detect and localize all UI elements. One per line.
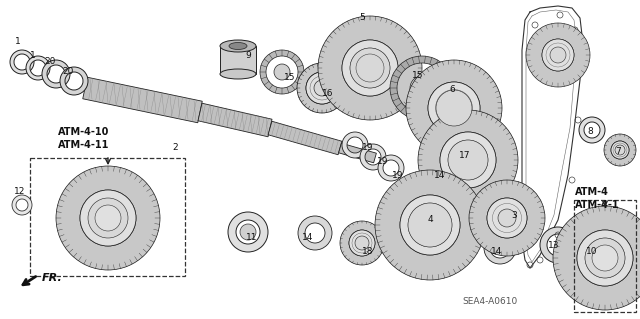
Ellipse shape [220, 40, 256, 52]
Bar [220, 46, 256, 74]
Text: 5: 5 [359, 13, 365, 23]
Text: ATM-4-11: ATM-4-11 [58, 140, 109, 150]
Circle shape [577, 230, 633, 286]
FancyBboxPatch shape [198, 103, 272, 137]
Text: 7: 7 [615, 147, 621, 157]
Text: ATM-4: ATM-4 [575, 187, 609, 197]
Text: 17: 17 [460, 151, 471, 160]
Text: 14: 14 [302, 234, 314, 242]
Circle shape [487, 198, 527, 238]
Circle shape [542, 39, 574, 71]
Text: 12: 12 [14, 188, 26, 197]
Circle shape [615, 145, 625, 155]
Circle shape [306, 72, 338, 104]
Text: 6: 6 [449, 85, 455, 94]
Text: 11: 11 [246, 234, 258, 242]
Text: 2: 2 [172, 144, 178, 152]
Text: 15: 15 [284, 73, 296, 83]
Circle shape [585, 238, 625, 278]
Text: 3: 3 [511, 211, 517, 219]
Circle shape [88, 198, 128, 238]
Circle shape [550, 47, 566, 63]
Text: 10: 10 [586, 248, 598, 256]
Bar [30, 158, 185, 276]
Circle shape [410, 76, 434, 100]
Ellipse shape [229, 42, 247, 49]
Circle shape [443, 97, 465, 119]
Circle shape [448, 140, 488, 180]
Circle shape [593, 246, 617, 270]
Circle shape [355, 236, 369, 250]
Circle shape [95, 205, 121, 231]
Circle shape [80, 190, 136, 246]
Circle shape [436, 90, 472, 126]
Text: 14: 14 [492, 248, 502, 256]
Circle shape [611, 141, 629, 159]
FancyBboxPatch shape [339, 143, 376, 163]
Circle shape [592, 245, 618, 271]
Text: 19: 19 [392, 170, 404, 180]
Circle shape [274, 64, 290, 80]
Text: 1: 1 [30, 50, 36, 60]
Circle shape [98, 208, 118, 228]
Text: 19: 19 [377, 158, 388, 167]
Circle shape [408, 203, 452, 247]
Circle shape [416, 211, 444, 239]
FancyBboxPatch shape [83, 77, 202, 123]
Text: 9: 9 [245, 50, 251, 60]
Text: ATM-4-10: ATM-4-10 [58, 127, 109, 137]
Circle shape [456, 148, 480, 172]
Text: 1: 1 [15, 38, 21, 47]
Circle shape [428, 82, 480, 134]
Text: FR.: FR. [42, 273, 63, 283]
Circle shape [440, 132, 496, 188]
Circle shape [342, 40, 398, 96]
FancyBboxPatch shape [268, 121, 342, 155]
Circle shape [349, 230, 375, 256]
Text: 20: 20 [62, 68, 74, 77]
Circle shape [314, 80, 330, 96]
Text: 8: 8 [587, 128, 593, 137]
Circle shape [240, 224, 256, 240]
Text: 15: 15 [412, 70, 424, 79]
Text: 18: 18 [362, 248, 374, 256]
Circle shape [498, 209, 516, 227]
Text: 4: 4 [427, 216, 433, 225]
Text: SEA4-A0610: SEA4-A0610 [462, 298, 518, 307]
Text: 14: 14 [435, 170, 445, 180]
Circle shape [350, 48, 390, 88]
Ellipse shape [220, 69, 256, 79]
Circle shape [400, 195, 460, 255]
Text: 16: 16 [323, 88, 333, 98]
Bar [574, 200, 636, 312]
Text: 20: 20 [44, 57, 56, 66]
Circle shape [358, 56, 382, 80]
Text: ATM-4-1: ATM-4-1 [575, 200, 620, 210]
Text: 13: 13 [548, 241, 560, 249]
Text: 19: 19 [362, 144, 374, 152]
